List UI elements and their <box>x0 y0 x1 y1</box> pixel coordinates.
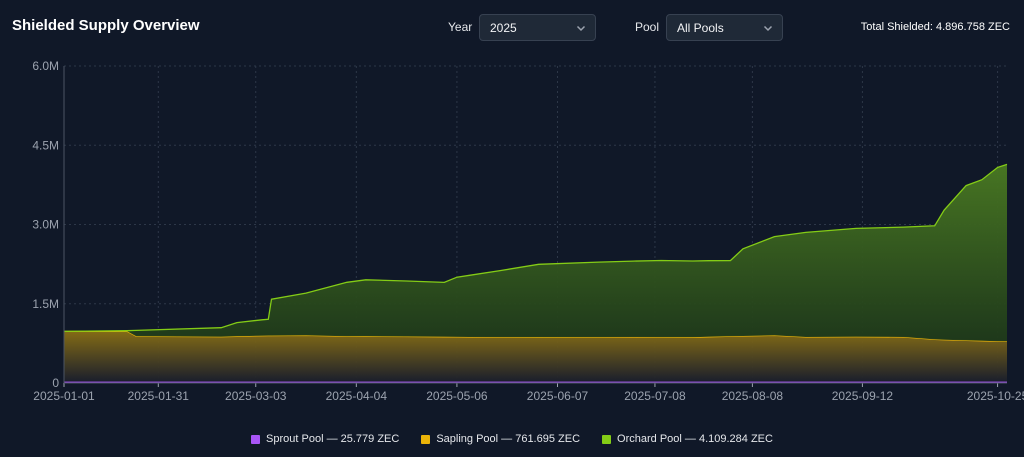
shielded-supply-chart: 0 1.5M 3.0M 4.5M 6.0M 2025-01-01 2025-01-31 202… <box>32 59 1024 403</box>
pool-select[interactable]: All Pools <box>666 14 783 41</box>
year-label: Year <box>448 20 473 34</box>
legend-label-orchard: Orchard Pool — 4.109.284 ZEC <box>617 433 773 445</box>
legend-item-sprout[interactable]: Sprout Pool — 25.779 ZEC <box>251 430 399 448</box>
y-tick-label: 4.5M <box>32 138 59 152</box>
pool-label: Pool <box>635 20 660 34</box>
total-shielded: Total Shielded: 4.896.758 ZEC <box>860 21 1010 33</box>
chart-header: Shielded Supply Overview Year 2025 Pool … <box>0 0 1024 56</box>
legend-item-sapling[interactable]: Sapling Pool — 761.695 ZEC <box>421 430 580 448</box>
x-tick-label: 2025-10-25 <box>967 389 1024 403</box>
legend-item-orchard[interactable]: Orchard Pool — 4.109.284 ZEC <box>602 430 773 448</box>
area-orchard <box>64 164 1007 342</box>
x-tick-label: 2025-08-08 <box>722 389 784 403</box>
legend-label-sprout: Sprout Pool — 25.779 ZEC <box>266 433 400 445</box>
y-tick-label: 3.0M <box>32 218 59 232</box>
pool-select-value: All Pools <box>677 21 724 35</box>
x-tick-label: 2025-01-01 <box>33 389 95 403</box>
legend-swatch-sapling <box>421 434 431 444</box>
chevron-down-icon <box>576 25 586 32</box>
legend-swatch-orchard <box>602 434 612 444</box>
area-series <box>63 163 1008 383</box>
legend-label-sapling: Sapling Pool — 761.695 ZEC <box>436 433 581 445</box>
y-tick-label: 6.0M <box>32 59 59 73</box>
x-tick-label: 2025-05-06 <box>426 389 488 403</box>
x-tick-label: 2025-07-08 <box>624 389 686 403</box>
area-sapling <box>64 331 1007 382</box>
x-tick-label: 2025-01-31 <box>128 389 190 403</box>
x-tick-label: 2025-06-07 <box>527 389 589 403</box>
y-tick-label: 1.5M <box>32 297 59 311</box>
axes: 0 1.5M 3.0M 4.5M 6.0M 2025-01-01 2025-01-31 202… <box>32 59 1024 403</box>
x-tick-label: 2025-04-04 <box>326 389 388 403</box>
x-tick-label: 2025-03-03 <box>225 389 287 403</box>
chevron-down-icon <box>763 25 773 32</box>
chart-legend: Sprout Pool — 25.779 ZEC Sapling Pool — … <box>0 430 1024 448</box>
page-title: Shielded Supply Overview <box>12 17 200 34</box>
y-tick-label: 0 <box>52 376 59 390</box>
year-select-value: 2025 <box>490 21 517 35</box>
x-tick-label: 2025-09-12 <box>832 389 894 403</box>
line-orchard <box>63 163 1008 333</box>
legend-swatch-sprout <box>251 434 261 444</box>
year-select[interactable]: 2025 <box>479 14 596 41</box>
line-sapling <box>63 330 1008 343</box>
